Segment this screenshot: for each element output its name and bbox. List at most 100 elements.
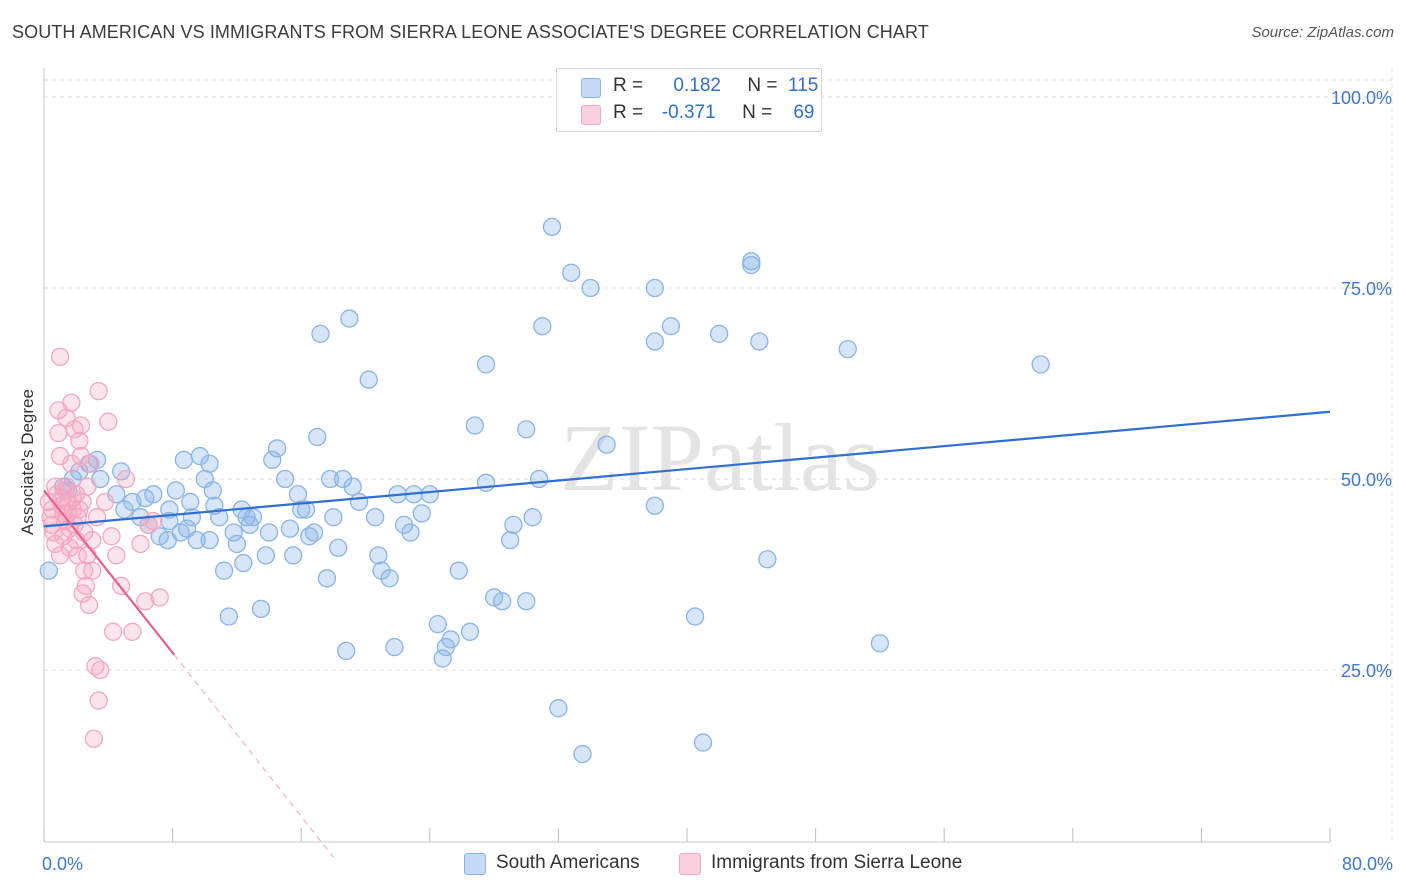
data-point-south-americans <box>517 420 536 439</box>
watermark: ZIPatlas <box>560 404 880 511</box>
data-point-south-americans <box>710 324 729 343</box>
data-point-south-americans <box>160 511 179 531</box>
data-point-south-americans <box>365 508 385 527</box>
grid-lines <box>44 68 1393 842</box>
data-point-sierra-leone <box>123 622 142 641</box>
data-point-sierra-leone <box>84 729 103 748</box>
y-axis-label: Associate's Degree <box>18 389 37 535</box>
data-point-south-americans <box>870 634 890 653</box>
data-point-south-americans <box>311 324 330 343</box>
data-point-south-americans <box>433 649 452 668</box>
data-point-south-americans <box>517 592 536 611</box>
data-point-sierra-leone <box>62 454 81 473</box>
data-point-south-americans <box>292 500 311 519</box>
data-point-south-americans <box>251 599 271 619</box>
data-point-south-americans <box>181 492 200 512</box>
y-tick-label: 100.0% <box>1331 88 1392 108</box>
data-point-south-americans <box>187 530 206 550</box>
data-point-south-americans <box>693 733 713 752</box>
data-point-south-americans <box>750 332 769 351</box>
data-point-south-americans <box>349 492 369 512</box>
data-point-sierra-leone <box>89 381 108 401</box>
data-point-sierra-leone <box>49 424 68 443</box>
data-point-south-americans <box>465 416 484 435</box>
data-point-south-americans <box>190 446 210 466</box>
legend-swatch-blue <box>464 853 486 875</box>
axes <box>43 68 1331 843</box>
data-point-south-americans <box>420 485 439 504</box>
stats-n-value: 69 <box>793 102 815 123</box>
data-point-south-americans <box>333 469 353 489</box>
data-point-south-americans <box>661 317 681 336</box>
data-point-sierra-leone <box>78 477 97 496</box>
stats-legend: R = 0.182 N = 115 R = -0.371 N = 69 <box>556 68 822 132</box>
data-point-south-americans <box>449 561 468 580</box>
data-point-south-americans <box>182 508 202 527</box>
data-point-sierra-leone <box>68 546 87 565</box>
data-point-sierra-leone <box>78 546 97 565</box>
data-point-south-americans <box>597 435 616 454</box>
data-point-south-americans <box>359 370 378 389</box>
stats-n-label: N = <box>742 102 773 123</box>
x-tick-label: 0.0% <box>42 854 83 874</box>
legend-swatch-pink <box>679 853 701 875</box>
stats-r-label: R = <box>613 102 644 123</box>
data-point-south-americans <box>224 523 243 542</box>
data-point-south-americans <box>280 519 300 538</box>
data-point-sierra-leone <box>99 412 118 431</box>
data-point-south-americans <box>343 477 362 496</box>
data-point-south-americans <box>645 278 664 298</box>
data-point-sierra-leone <box>50 546 70 565</box>
data-point-south-americans <box>200 454 219 473</box>
stats-r-value: 0.182 <box>673 75 721 96</box>
stats-r-value: -0.371 <box>661 102 716 123</box>
y-tick-label: 75.0% <box>1341 279 1392 299</box>
data-point-sierra-leone <box>81 454 100 473</box>
trend-line-sierra-leone-extrapolated <box>173 654 334 858</box>
data-point-sierra-leone <box>150 588 169 607</box>
data-point-south-americans <box>329 538 348 557</box>
series-south-americans <box>39 217 1050 764</box>
data-point-south-americans <box>476 473 496 492</box>
data-point-south-americans <box>214 561 234 580</box>
data-point-south-americans <box>542 217 562 237</box>
data-point-south-americans <box>243 508 263 527</box>
data-point-sierra-leone <box>70 431 89 450</box>
x-tick-label: 80.0% <box>1342 854 1393 874</box>
data-point-south-americans <box>304 523 324 542</box>
data-point-sierra-leone <box>95 492 115 512</box>
data-point-south-americans <box>441 630 460 649</box>
data-point-sierra-leone <box>50 347 70 366</box>
data-point-south-americans <box>308 427 327 447</box>
data-point-sierra-leone <box>62 393 81 412</box>
data-point-south-americans <box>645 332 664 351</box>
data-point-south-americans <box>401 523 420 542</box>
legend-label: Immigrants from Sierra Leone <box>711 852 963 873</box>
data-point-south-americans <box>492 592 512 611</box>
y-tick-label: 25.0% <box>1341 661 1392 681</box>
data-point-south-americans <box>263 450 282 470</box>
data-point-south-americans <box>549 699 568 718</box>
data-point-sierra-leone <box>107 546 126 565</box>
y-tick-label: 50.0% <box>1341 470 1392 490</box>
data-point-south-americans <box>39 561 58 580</box>
chart-title: SOUTH AMERICAN VS IMMIGRANTS FROM SIERRA… <box>12 22 929 42</box>
trend-lines <box>43 410 1331 858</box>
data-point-south-americans <box>529 469 549 489</box>
data-point-sierra-leone <box>71 446 91 466</box>
data-point-south-americans <box>210 508 229 527</box>
data-point-south-americans <box>523 508 542 527</box>
data-point-south-americans <box>838 339 857 359</box>
stats-r-label: R = <box>613 75 644 96</box>
data-point-south-americans <box>460 622 480 641</box>
data-point-south-americans <box>203 481 222 500</box>
data-point-south-americans <box>380 569 399 588</box>
stats-n-value: 115 <box>788 75 819 96</box>
data-point-south-americans <box>288 485 308 504</box>
data-point-south-americans <box>645 496 664 515</box>
legend-label: South Americans <box>496 852 640 873</box>
data-point-south-americans <box>296 500 316 519</box>
data-point-south-americans <box>259 523 279 542</box>
data-point-sierra-leone <box>103 622 123 641</box>
